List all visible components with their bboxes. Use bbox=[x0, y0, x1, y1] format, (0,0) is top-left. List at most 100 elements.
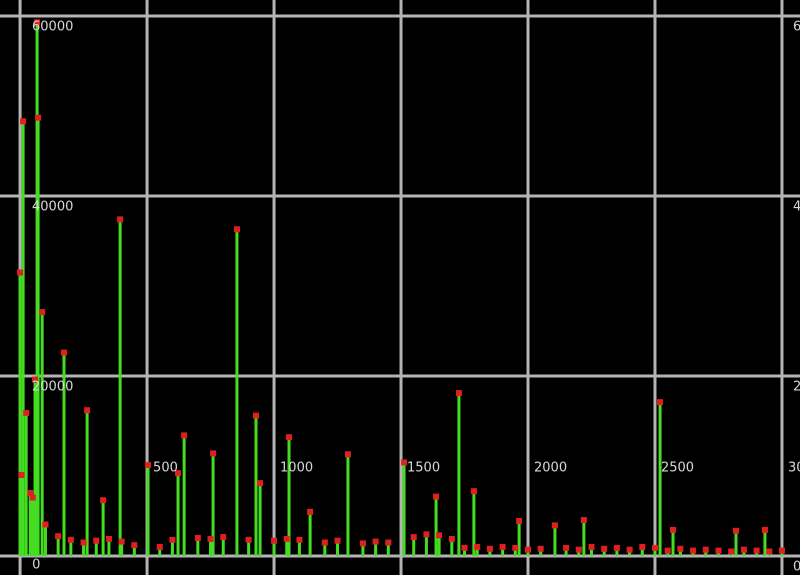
marker bbox=[145, 462, 152, 469]
marker bbox=[283, 535, 290, 542]
marker bbox=[344, 451, 351, 458]
y-tick-label: 20000 bbox=[32, 380, 73, 395]
marker bbox=[499, 544, 506, 551]
marker bbox=[677, 545, 684, 552]
y2-tick-label: 20000 bbox=[793, 380, 800, 395]
marker bbox=[61, 349, 67, 356]
y2-tick-label: 60000 bbox=[793, 20, 800, 35]
marker bbox=[169, 536, 176, 543]
marker bbox=[35, 114, 42, 121]
y-tick-label: 40000 bbox=[32, 200, 73, 215]
marker bbox=[118, 538, 125, 545]
marker bbox=[359, 540, 366, 547]
y2-tick-label: 0 bbox=[793, 560, 800, 575]
marker bbox=[23, 409, 30, 416]
marker bbox=[27, 490, 34, 497]
x-tick-label: 0 bbox=[32, 558, 40, 573]
marker bbox=[670, 526, 677, 533]
marker bbox=[321, 539, 328, 546]
marker bbox=[702, 546, 709, 553]
marker bbox=[307, 508, 314, 515]
marker bbox=[575, 546, 582, 553]
marker bbox=[156, 544, 163, 551]
marker bbox=[601, 545, 608, 552]
marker bbox=[34, 19, 41, 26]
marker bbox=[512, 544, 519, 551]
marker bbox=[657, 399, 664, 406]
marker bbox=[448, 535, 455, 542]
marker bbox=[194, 535, 201, 542]
marker bbox=[181, 432, 188, 439]
marker bbox=[753, 547, 760, 554]
marker bbox=[651, 544, 658, 551]
marker bbox=[233, 226, 240, 233]
x-tick-label: 1000 bbox=[280, 461, 313, 476]
x-tick-label: 500 bbox=[153, 461, 178, 476]
marker bbox=[455, 390, 462, 397]
marker bbox=[733, 527, 739, 534]
marker bbox=[461, 544, 468, 551]
marker bbox=[588, 544, 595, 551]
marker bbox=[385, 539, 392, 546]
y-tick-label: 60000 bbox=[32, 20, 73, 35]
marker bbox=[740, 546, 747, 553]
marker bbox=[271, 537, 278, 544]
marker bbox=[334, 537, 341, 544]
marker bbox=[55, 533, 62, 540]
marker bbox=[639, 544, 646, 551]
x-tick-label: 2500 bbox=[661, 461, 694, 476]
marker bbox=[778, 547, 785, 554]
marker bbox=[296, 536, 303, 543]
marker bbox=[42, 521, 49, 528]
marker bbox=[516, 517, 523, 524]
marker bbox=[401, 459, 408, 466]
marker bbox=[84, 407, 91, 414]
marker bbox=[131, 542, 138, 549]
marker bbox=[580, 517, 587, 524]
marker bbox=[17, 269, 24, 276]
marker bbox=[105, 535, 112, 542]
marker bbox=[210, 450, 217, 457]
marker bbox=[563, 544, 570, 551]
marker bbox=[486, 545, 493, 552]
marker bbox=[100, 497, 107, 504]
marker bbox=[39, 309, 46, 316]
marker bbox=[253, 412, 259, 419]
marker bbox=[474, 544, 481, 551]
marker bbox=[32, 376, 39, 383]
marker bbox=[29, 494, 36, 501]
marker bbox=[423, 531, 430, 538]
marker bbox=[537, 545, 544, 552]
marker bbox=[436, 532, 443, 539]
marker bbox=[728, 548, 735, 555]
marker bbox=[245, 536, 252, 543]
marker bbox=[613, 544, 620, 551]
marker bbox=[117, 216, 124, 223]
marker bbox=[67, 536, 74, 543]
marker bbox=[433, 493, 440, 500]
marker bbox=[220, 534, 227, 541]
marker bbox=[207, 535, 214, 542]
marker bbox=[93, 537, 100, 544]
marker bbox=[761, 526, 768, 533]
marker bbox=[372, 538, 379, 545]
marker bbox=[715, 547, 722, 554]
marker bbox=[20, 118, 27, 125]
marker bbox=[470, 488, 477, 495]
marker bbox=[766, 548, 773, 555]
x-tick-label: 3000 bbox=[788, 461, 800, 476]
marker bbox=[626, 546, 633, 553]
marker bbox=[664, 547, 671, 554]
marker bbox=[18, 472, 25, 479]
marker bbox=[525, 546, 531, 553]
marker bbox=[257, 480, 264, 487]
marker bbox=[175, 470, 182, 477]
x-tick-label: 2000 bbox=[534, 461, 567, 476]
x-tick-label: 1500 bbox=[407, 461, 440, 476]
marker bbox=[410, 534, 417, 541]
marker bbox=[80, 539, 87, 546]
marker bbox=[286, 434, 293, 441]
marker bbox=[690, 547, 697, 554]
y2-tick-label: 40000 bbox=[793, 200, 800, 215]
